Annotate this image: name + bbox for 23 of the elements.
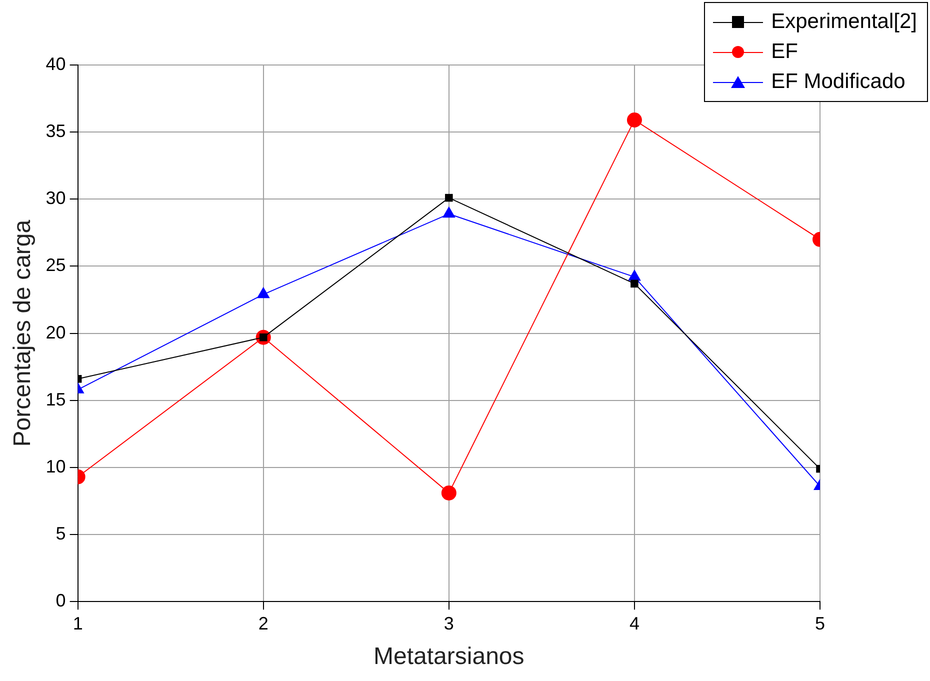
y-tick-label: 0 bbox=[56, 590, 66, 611]
y-tick-label: 15 bbox=[46, 389, 66, 410]
x-tick-label: 5 bbox=[814, 613, 826, 634]
x-tick-label: 4 bbox=[629, 613, 640, 634]
y-tick-label: 40 bbox=[46, 54, 66, 74]
x-axis-title: Metatarsianos bbox=[374, 643, 524, 670]
x-tick-label: 2 bbox=[258, 613, 268, 634]
legend-label: EF bbox=[771, 40, 798, 64]
point bbox=[445, 194, 453, 202]
point bbox=[626, 112, 642, 128]
legend-label: Experimental[2] bbox=[771, 10, 917, 34]
y-tick-label: 35 bbox=[46, 121, 66, 142]
legend-label: EF Modificado bbox=[771, 70, 906, 94]
point bbox=[441, 485, 456, 500]
y-tick-label: 20 bbox=[46, 322, 66, 342]
y-tick-label: 25 bbox=[46, 255, 66, 276]
y-tick-label: 5 bbox=[56, 523, 66, 544]
y-tick-label: 10 bbox=[46, 456, 66, 476]
x-tick-label: 1 bbox=[72, 613, 83, 634]
y-tick-label: 30 bbox=[46, 188, 66, 208]
y-axis-title: Porcentajes de carga bbox=[9, 219, 36, 447]
point bbox=[630, 280, 638, 288]
x-tick-label: 3 bbox=[444, 613, 454, 634]
